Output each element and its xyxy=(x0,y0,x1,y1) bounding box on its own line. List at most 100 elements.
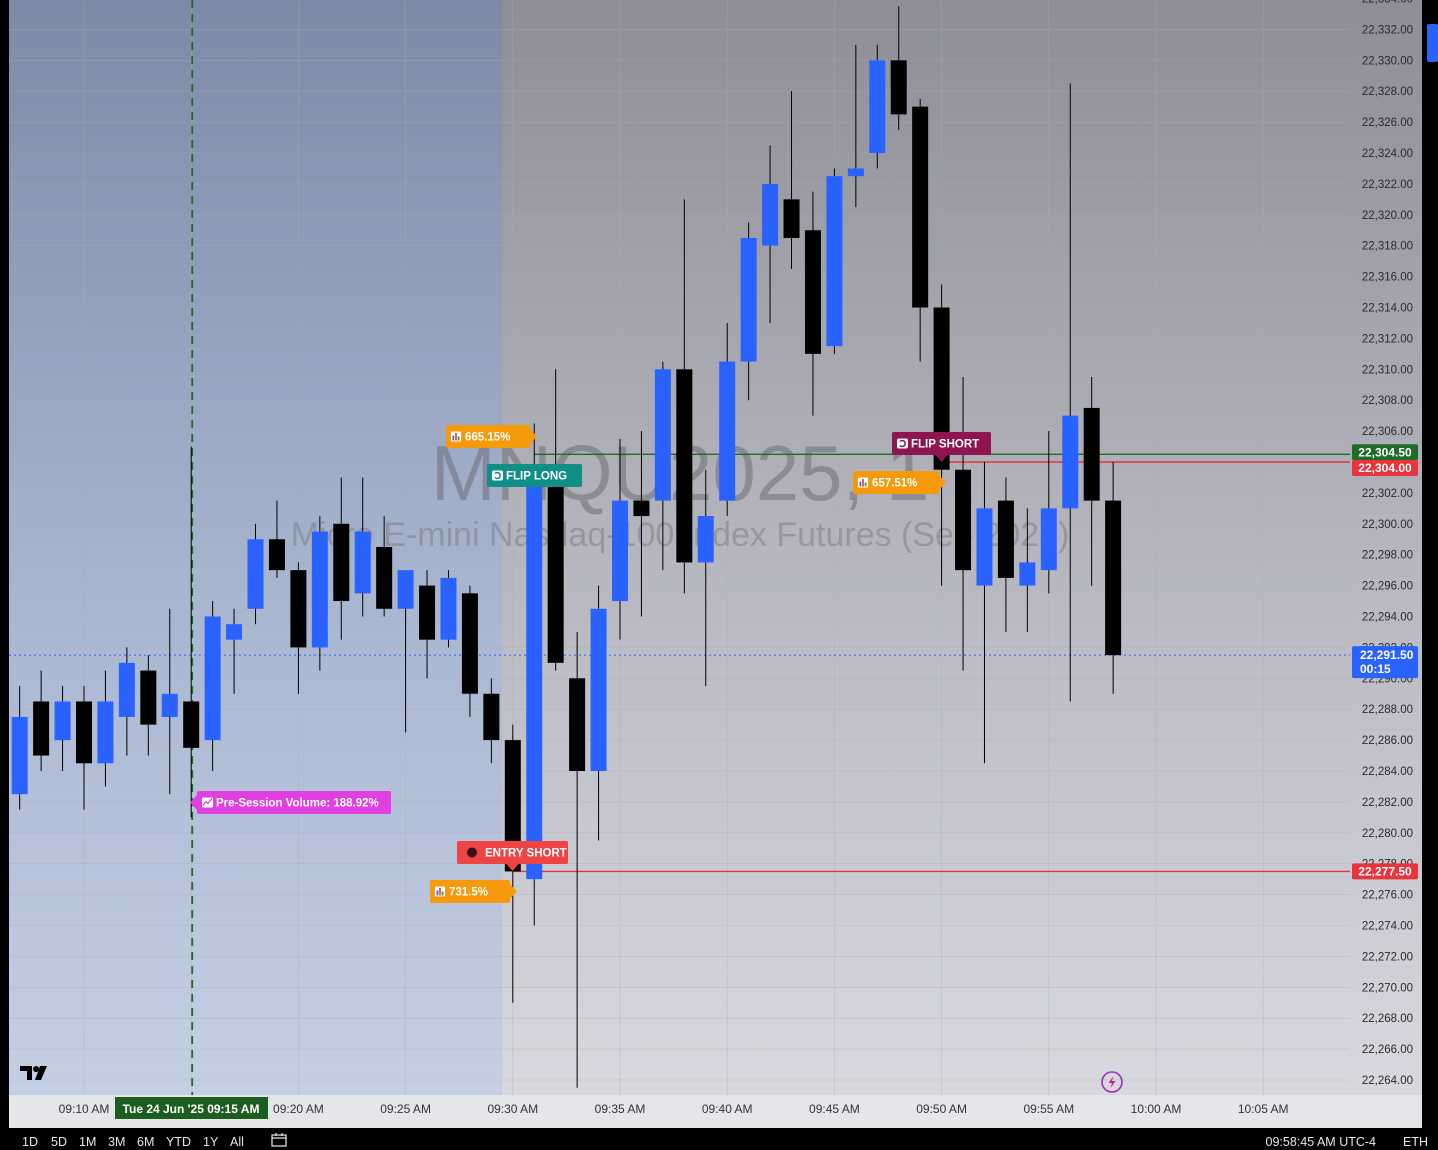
candle[interactable] xyxy=(1019,508,1036,632)
range-5d-button[interactable]: 5D xyxy=(51,1135,67,1149)
candle[interactable] xyxy=(762,145,779,323)
volume-label[interactable]: 665.15% xyxy=(446,425,537,448)
candle-body xyxy=(526,469,543,880)
candle[interactable] xyxy=(1105,462,1122,694)
candle[interactable] xyxy=(590,585,607,841)
candle[interactable] xyxy=(654,361,671,571)
volume-label[interactable]: 731.5% xyxy=(430,880,517,903)
candle[interactable] xyxy=(161,608,178,795)
lightning-icon[interactable] xyxy=(1101,1071,1123,1093)
candle[interactable] xyxy=(826,168,843,354)
right-toolbar-strip xyxy=(1422,0,1438,1128)
candle[interactable] xyxy=(976,462,993,764)
time-tick-label: 09:55 AM xyxy=(1023,1102,1074,1116)
candle[interactable] xyxy=(719,322,736,517)
candle-body xyxy=(997,500,1014,578)
candle[interactable] xyxy=(912,98,929,362)
candle[interactable] xyxy=(397,570,414,733)
candle-body xyxy=(547,469,564,663)
candle[interactable] xyxy=(97,670,114,787)
candle[interactable] xyxy=(226,608,243,694)
annotation-text: FLIP SHORT xyxy=(911,439,979,451)
candle[interactable] xyxy=(354,477,371,617)
range-1d-button[interactable]: 1D xyxy=(22,1135,38,1149)
candle[interactable] xyxy=(890,6,907,130)
candle[interactable] xyxy=(1083,377,1100,586)
candle[interactable] xyxy=(997,477,1014,632)
candle-body xyxy=(633,500,650,517)
candle[interactable] xyxy=(1040,431,1057,594)
candle-body xyxy=(847,168,864,177)
signal-label[interactable]: FLIP LONG xyxy=(487,464,582,487)
candle[interactable] xyxy=(483,678,500,764)
candle[interactable] xyxy=(461,585,478,717)
time-axis: 09:10 AM 09:20 AM 09:25 AM 09:30 AM 09:35 AM… xyxy=(59,1097,1289,1119)
signal-label[interactable]: ENTRY SHORT xyxy=(457,841,568,871)
candle-body xyxy=(376,546,393,609)
time-tick-label: 09:30 AM xyxy=(487,1102,538,1116)
signal-label[interactable]: FLIP SHORT xyxy=(892,432,991,462)
candle[interactable] xyxy=(740,222,757,401)
annotation-text: 657.51% xyxy=(872,478,917,490)
candle[interactable] xyxy=(569,631,586,1088)
candle[interactable] xyxy=(419,570,436,679)
candle[interactable] xyxy=(547,369,564,671)
candle[interactable] xyxy=(847,44,864,208)
range-all-button[interactable]: All xyxy=(230,1135,244,1149)
range-1y-button[interactable]: 1Y xyxy=(203,1135,219,1149)
range-1m-button[interactable]: 1M xyxy=(79,1135,97,1149)
flip-icon xyxy=(492,470,503,481)
candle[interactable] xyxy=(311,516,328,671)
candle[interactable] xyxy=(633,431,650,617)
price-tick-label: 22,264.00 xyxy=(1362,1075,1413,1087)
price-tick-label: 22,308.00 xyxy=(1362,395,1413,407)
candle[interactable] xyxy=(676,199,693,594)
crosshair-time-tag xyxy=(115,1097,268,1119)
range-6m-button[interactable]: 6M xyxy=(137,1135,155,1149)
candle[interactable] xyxy=(612,438,628,640)
candle[interactable] xyxy=(140,655,157,756)
range-ytd-button[interactable]: YTD xyxy=(166,1135,191,1149)
candle[interactable] xyxy=(697,469,714,687)
svg-text:22,304.00: 22,304.00 xyxy=(1358,461,1412,475)
range-3m-button[interactable]: 3M xyxy=(108,1135,126,1149)
candle[interactable] xyxy=(955,377,972,671)
candle-body xyxy=(955,469,972,571)
candle-body xyxy=(76,701,92,764)
candle[interactable] xyxy=(804,191,821,416)
annotation-text: 665.15% xyxy=(465,432,510,444)
price-tick-label: 22,266.00 xyxy=(1362,1044,1413,1056)
right-panel-toggle[interactable] xyxy=(1427,24,1438,62)
candle[interactable] xyxy=(118,647,135,756)
candle[interactable] xyxy=(54,686,71,771)
time-tick-label: 09:10 AM xyxy=(59,1102,110,1116)
candle[interactable] xyxy=(11,686,28,810)
annotations: 665.15% FLIP LONG FLIP SHORT 657.51% ENTRY S… xyxy=(190,425,991,903)
candle[interactable] xyxy=(268,500,285,578)
candle[interactable] xyxy=(869,44,886,169)
candle[interactable] xyxy=(1062,83,1079,702)
annotation-text: FLIP LONG xyxy=(506,471,567,483)
volume-label[interactable]: 657.51% xyxy=(853,471,946,494)
candle[interactable] xyxy=(183,446,200,818)
price-tick-label: 22,298.00 xyxy=(1362,550,1413,562)
candle[interactable] xyxy=(247,523,264,625)
candle[interactable] xyxy=(204,601,221,771)
candle-body xyxy=(268,539,285,571)
candle[interactable] xyxy=(76,686,92,810)
bottom-toolbar: 1D 5D 1M 3M 6M YTD 1Y All 09:58:45 AM UT… xyxy=(0,1128,1438,1150)
candle[interactable] xyxy=(376,516,393,617)
candle[interactable] xyxy=(783,91,800,269)
candle-body xyxy=(762,183,779,246)
tradingview-logo-icon[interactable] xyxy=(20,1064,52,1087)
candle[interactable] xyxy=(440,570,457,648)
session-button[interactable]: ETH xyxy=(1403,1135,1428,1149)
candle[interactable] xyxy=(290,562,307,694)
candle-body xyxy=(1019,562,1036,586)
calendar-icon[interactable] xyxy=(271,1133,287,1147)
candle[interactable] xyxy=(33,670,50,771)
pre-session-volume-label[interactable]: Pre-Session Volume: 188.92% xyxy=(190,791,391,814)
candle[interactable] xyxy=(333,477,350,640)
